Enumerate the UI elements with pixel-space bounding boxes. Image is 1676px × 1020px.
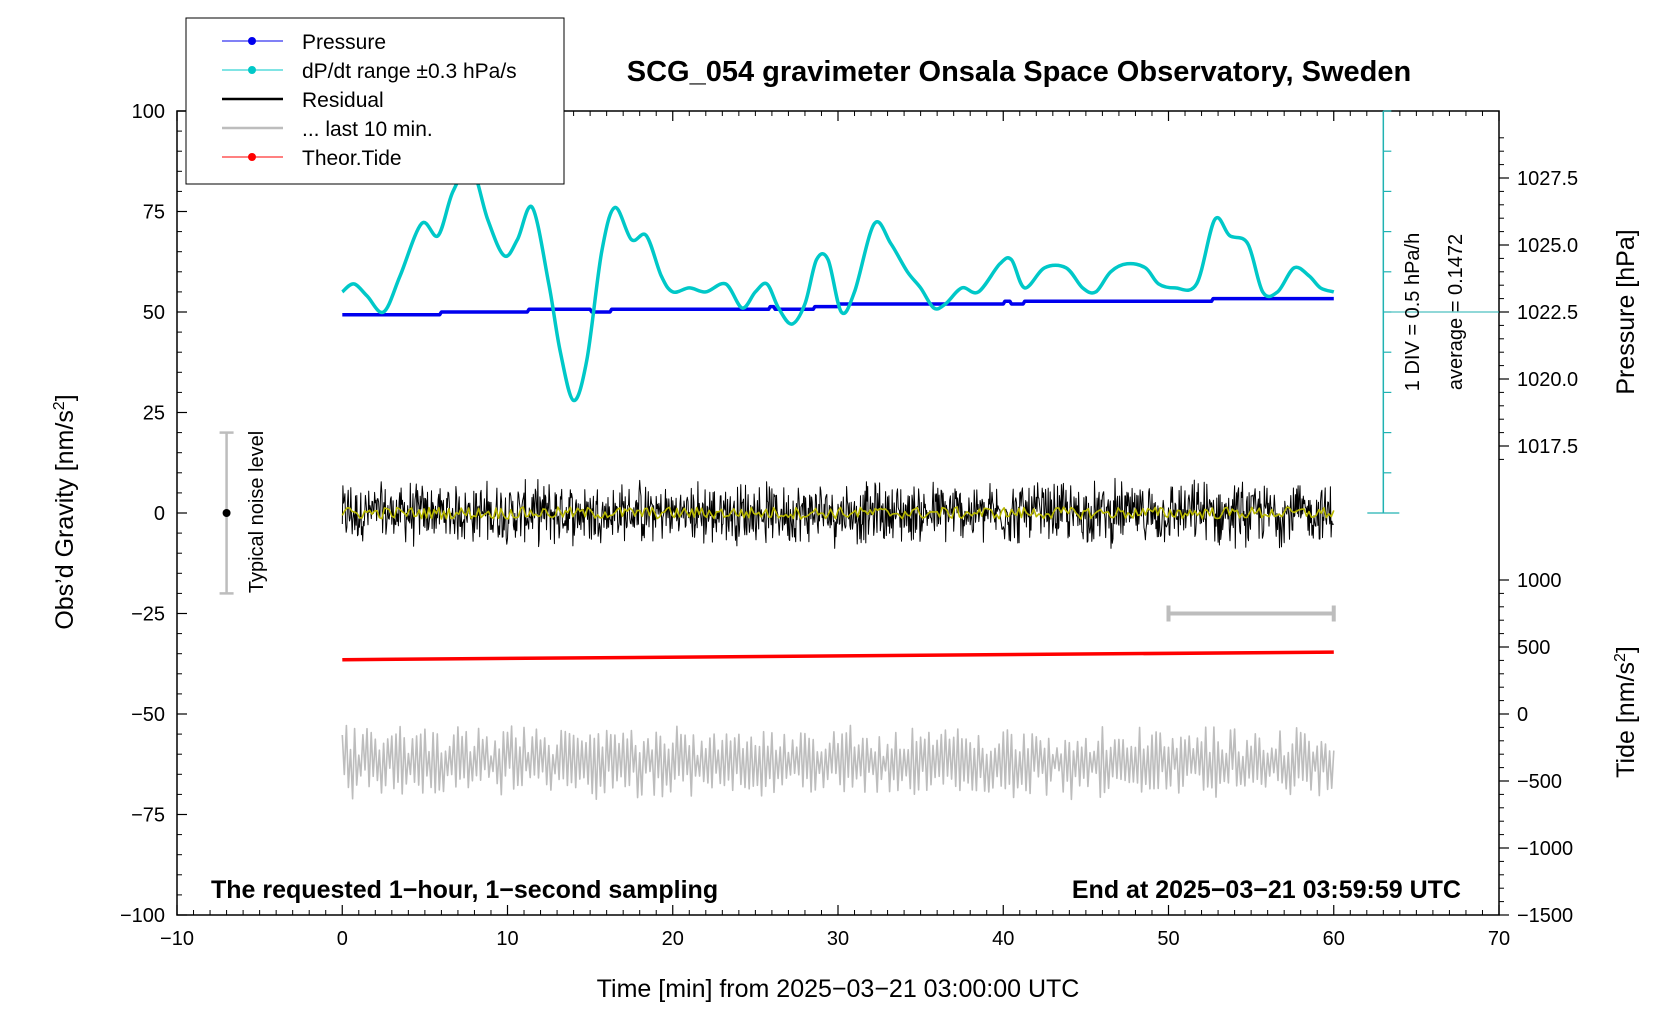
series-layer (341, 164, 1335, 801)
pressure-tick-label: 1017.5 (1517, 436, 1578, 458)
dpdt-series (341, 164, 1335, 403)
end-time-note: End at 2025−03−21 03:59:59 UTC (1072, 876, 1461, 904)
tide-tick-label: 0 (1517, 704, 1528, 726)
tide-tick-label: −500 (1517, 771, 1562, 793)
y-tick-label: −75 (131, 805, 165, 827)
legend-marker (248, 37, 256, 45)
legend-marker (248, 66, 256, 74)
x-tick-label: −10 (160, 928, 194, 950)
x-tick-label: 20 (662, 928, 684, 950)
pressure-tick-label: 1020.0 (1517, 369, 1578, 391)
legend-label: Pressure (302, 31, 386, 54)
tide-tick-label: −1000 (1517, 838, 1573, 860)
tide-axis-title: Tide [nm/s2] (1612, 646, 1640, 778)
average-label: average = 0.1472 (1445, 234, 1467, 390)
tide-tick-label: 500 (1517, 637, 1550, 659)
y-tick-label: −100 (120, 905, 165, 927)
x-tick-label: 70 (1488, 928, 1510, 950)
chart-title: SCG_054 gravimeter Onsala Space Observat… (627, 56, 1411, 88)
x-tick-label: 60 (1323, 928, 1345, 950)
y-tick-label: 50 (143, 302, 165, 324)
y-tick-label: 25 (143, 403, 165, 425)
tide-series (342, 650, 1334, 662)
legend-label: dP/dt range ±0.3 hPa/s (302, 60, 517, 83)
axes-layer: −10 0 10 20 30 40 50 60 701007550250−25−50−75−10… (120, 101, 1578, 950)
tide-tick-label: −1500 (1517, 905, 1573, 927)
y-tick-label: −50 (131, 704, 165, 726)
legend-marker (248, 153, 256, 161)
y-axis-title-end: ] (51, 394, 79, 401)
last-10-min-series (341, 724, 1335, 801)
pressure-series (342, 296, 1334, 317)
legend-label: Theor.Tide (302, 147, 402, 170)
y-tick-label: 100 (132, 101, 165, 123)
tide-axis-title-sup: 2 (1612, 653, 1629, 662)
x-tick-label: 50 (1157, 928, 1179, 950)
sampling-note: The requested 1−hour, 1−second sampling (211, 876, 718, 904)
residual-smoothed-series (341, 506, 1335, 520)
y-axis-title-sup: 2 (51, 401, 68, 410)
legend-label: ... last 10 min. (302, 118, 433, 141)
y-axis-title-main: Obs’d Gravity [nm/s (51, 410, 79, 630)
y-tick-label: 75 (143, 202, 165, 224)
y-axis-title: Obs’d Gravity [nm/s2] (51, 394, 79, 629)
pressure-axis-title: Pressure [hPa] (1612, 229, 1640, 394)
residual-series (341, 477, 1334, 549)
legend: Pressure dP/dt range ±0.3 hPa/s Residual..… (185, 17, 565, 185)
x-tick-label: 40 (992, 928, 1014, 950)
x-tick-label: 0 (337, 928, 348, 950)
pressure-tick-label: 1027.5 (1517, 168, 1578, 190)
tide-axis-title-end: ] (1612, 646, 1640, 653)
scale-division-label: 1 DIV = 0.5 hPa/h (1402, 233, 1424, 391)
legend-label: Residual (302, 89, 384, 112)
tide-tick-label: 1000 (1517, 570, 1562, 592)
x-tick-label: 30 (827, 928, 849, 950)
noise-bar-center (222, 509, 231, 517)
x-tick-label: 10 (496, 928, 518, 950)
y-tick-label: 0 (154, 503, 165, 525)
tide-axis-title-main: Tide [nm/s (1612, 662, 1640, 778)
noise-level-label: Typical noise level (246, 431, 268, 593)
x-axis-title: Time [min] from 2025−03−21 03:00:00 UTC (597, 975, 1080, 1003)
pressure-tick-label: 1022.5 (1517, 302, 1578, 324)
pressure-tick-label: 1025.0 (1517, 235, 1578, 257)
y-tick-label: −25 (131, 604, 165, 626)
